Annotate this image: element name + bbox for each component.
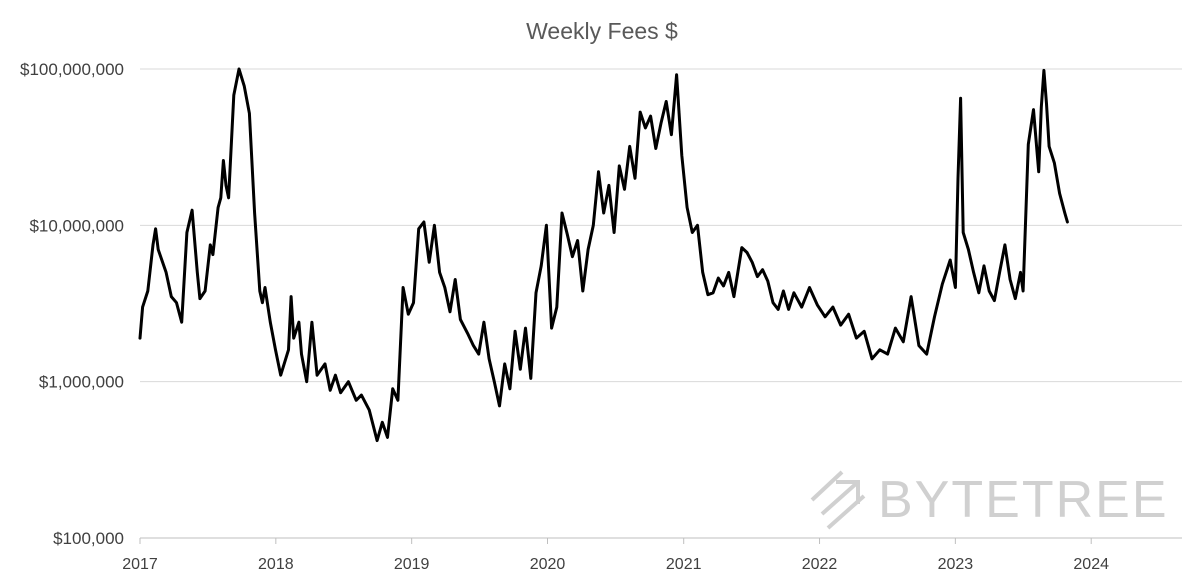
x-tick-label: 2023 [938, 556, 974, 573]
x-tick-label: 2021 [666, 556, 702, 573]
y-axis: $100,000,000 $10,000,000 $1,000,000 $100,00… [20, 60, 124, 548]
y-tick-label: $100,000 [53, 529, 124, 548]
series [138, 67, 1069, 443]
x-tick-label: 2019 [394, 556, 430, 573]
chart-title: Weekly Fees $ [526, 18, 678, 44]
y-tick-label: $10,000,000 [29, 216, 124, 235]
watermark: BYTETREE [810, 470, 1169, 530]
x-axis: 2017 2018 2019 2020 2021 2022 2023 2024 [122, 537, 1182, 573]
y-tick-label: $1,000,000 [39, 373, 124, 392]
x-tick-label: 2024 [1073, 556, 1109, 573]
x-tick-label: 2017 [122, 556, 158, 573]
series-line [138, 67, 1069, 443]
x-tick-label: 2020 [530, 556, 566, 573]
bytetree-logo-icon [810, 470, 866, 530]
x-tick-label: 2022 [802, 556, 838, 573]
x-tick-label: 2018 [258, 556, 294, 573]
watermark-text: BYTETREE [878, 471, 1169, 529]
y-tick-label: $100,000,000 [20, 60, 124, 79]
gridlines [140, 68, 1182, 539]
